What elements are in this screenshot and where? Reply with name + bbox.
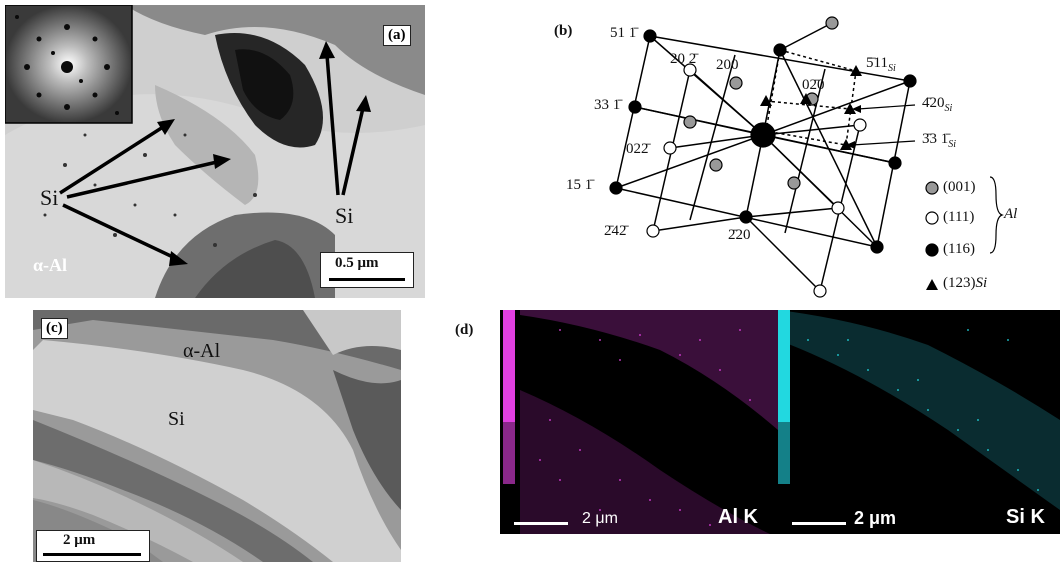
legend-111: (111) (943, 209, 975, 225)
spot-label-022: 022̄ (626, 141, 649, 157)
indexed-pattern (609, 16, 1004, 298)
panel-a-scale-bar (329, 278, 405, 281)
spot-label-33-1: 33 1̄ (594, 97, 621, 113)
si-label-left: Si (40, 185, 59, 210)
panel-d-tag: (d) (455, 322, 474, 338)
al-map-scale-bar (514, 522, 568, 525)
spot-label-200: 200 (716, 57, 739, 73)
legend-si: Si (975, 275, 988, 291)
panel-d-al-map: 2 μm Al K (500, 310, 778, 534)
spot-label-242: 2̄42̄ (604, 223, 627, 239)
spot-label-331-index: 3̄3 1̄ (922, 131, 949, 147)
al-map-scale-label: 2 μm (582, 510, 618, 527)
legend-123: (123) (943, 275, 976, 291)
si-k-map (778, 310, 1060, 534)
legend-al: Al (1004, 206, 1018, 222)
spot-label-331-sub: Si (948, 139, 957, 150)
al-k-label: Al K (718, 506, 758, 528)
spot-label-51-1: 51 1̄ (610, 25, 637, 41)
panel-b-tag: (b) (554, 23, 573, 39)
panel-d-si-map: 2 μm Si K (778, 310, 1060, 534)
spot-label-15-1: 15 1̄ (566, 177, 593, 193)
panel-a-tem-image: (a) Si Si α-Al 0.5 μm (5, 5, 425, 298)
panel-c-tem-image: (c) α-Al Si 2 μm (33, 310, 401, 562)
spot-label-420-si: 4̄20Si (922, 95, 952, 114)
panel-c-scalebar: 2 μm (36, 530, 150, 562)
si-k-label: Si K (1006, 506, 1045, 528)
panel-c-tag: (c) (41, 318, 68, 339)
panel-b-diffraction-diagram: (b) 51 1̄ 20 2̄ 200 02̄0 5̄11Si 33 1̄ 4̄… (540, 5, 1060, 303)
diffraction-inset (5, 5, 133, 124)
alpha-al-label: α-Al (33, 255, 68, 275)
spot-label-20-2: 20 2̄ (670, 51, 697, 67)
spot-label-511-index: 5̄11 (866, 55, 888, 71)
panel-c-si-label: Si (168, 408, 185, 430)
si-map-scale-label: 2 μm (854, 508, 897, 528)
panel-a-scale-label: 0.5 μm (335, 255, 379, 271)
si-arrows (59, 54, 365, 260)
legend-001: (001) (943, 179, 976, 195)
panel-a-scalebar: 0.5 μm (320, 252, 414, 288)
legend-123-si: (123)Si (943, 275, 987, 292)
spot-label-420-sub: Si (944, 103, 953, 114)
legend-116: (116) (943, 241, 975, 257)
spot-label-511-si: 5̄11Si (866, 55, 896, 74)
panel-c-scale-label: 2 μm (63, 532, 96, 548)
panel-a-micrograph (5, 5, 425, 298)
spot-label-511-sub: Si (887, 63, 896, 74)
panel-c-scale-bar (43, 553, 141, 556)
panel-a-tag: (a) (383, 25, 411, 46)
spot-label-020: 02̄0 (802, 77, 825, 93)
si-label-right: Si (335, 203, 354, 228)
al-k-map (500, 310, 778, 534)
spot-label-420-index: 4̄20 (922, 95, 945, 111)
spot-label-331-si: 3̄3 1̄Si (922, 131, 956, 150)
spot-label-220: 2̄20 (728, 227, 751, 243)
si-map-scale-bar (792, 522, 846, 525)
panel-c-alpha-al-label: α-Al (183, 340, 221, 362)
